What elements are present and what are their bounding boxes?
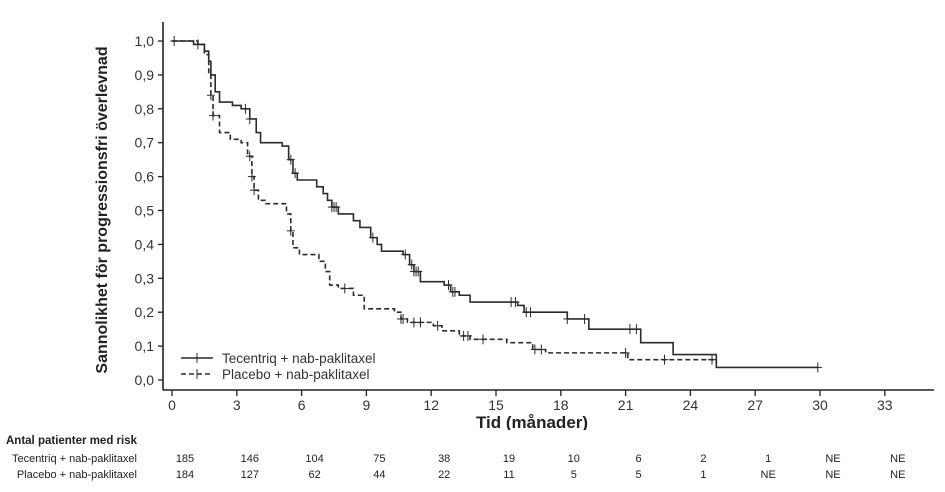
x-tick-label: 0 bbox=[168, 397, 176, 413]
x-axis-title: Tid (månader) bbox=[476, 413, 588, 430]
tecentriq-curve bbox=[172, 40, 818, 369]
legend-label-placebo: Placebo + nab-paklitaxel bbox=[222, 367, 369, 382]
risk-count: 62 bbox=[308, 469, 321, 481]
risk-row-label: Placebo + nab-paklitaxel bbox=[16, 469, 137, 481]
x-tick-label: 15 bbox=[488, 397, 504, 413]
y-tick-label: 0,1 bbox=[135, 338, 155, 354]
y-axis-title: Sannolikhet för progressionsfri överlevn… bbox=[94, 46, 111, 373]
y-tick-label: 0,3 bbox=[135, 270, 155, 286]
y-tick-label: 0,2 bbox=[135, 304, 155, 320]
x-tick-label: 27 bbox=[747, 397, 763, 413]
y-tick-label: 0,8 bbox=[135, 101, 155, 117]
x-tick-label: 3 bbox=[233, 397, 241, 413]
y-tick-label: 0,4 bbox=[135, 236, 155, 252]
risk-count: 2 bbox=[700, 453, 707, 465]
y-tick-label: 0,0 bbox=[135, 372, 155, 388]
risk-count: 22 bbox=[438, 469, 451, 481]
risk-count: NE bbox=[890, 453, 906, 465]
risk-count: 44 bbox=[373, 469, 386, 481]
x-tick-label: 33 bbox=[877, 397, 893, 413]
risk-table-title: Antal patienter med risk bbox=[6, 435, 138, 447]
risk-count: 5 bbox=[570, 469, 577, 481]
risk-count: 104 bbox=[305, 453, 324, 465]
risk-count: 11 bbox=[503, 469, 515, 481]
x-tick-label: 30 bbox=[812, 397, 828, 413]
x-tick-label: 9 bbox=[363, 397, 371, 413]
risk-count: 1 bbox=[700, 469, 707, 481]
risk-row-label: Tecentriq + nab-paklitaxel bbox=[11, 453, 137, 465]
legend-label-tecentriq: Tecentriq + nab-paklitaxel bbox=[222, 351, 375, 366]
risk-count: 5 bbox=[635, 469, 642, 481]
x-tick-label: 21 bbox=[618, 397, 634, 413]
y-tick-label: 0,6 bbox=[135, 169, 155, 185]
y-tick-label: 1,0 bbox=[135, 33, 155, 49]
y-tick-label: 0,9 bbox=[135, 67, 155, 83]
risk-count: 185 bbox=[175, 453, 195, 465]
risk-count: 127 bbox=[240, 469, 259, 481]
risk-count: NE bbox=[825, 453, 841, 465]
placebo-curve bbox=[172, 40, 718, 364]
x-tick-label: 6 bbox=[298, 397, 306, 413]
axes: 0,0 0,1 0,2 0,3 0,4 0,5 0,6 0,7 0,8 0,9 1,0 0 3 6 9 12 1… bbox=[135, 22, 934, 413]
risk-count: 184 bbox=[175, 469, 195, 481]
risk-count: 6 bbox=[635, 453, 642, 465]
risk-count: 146 bbox=[240, 453, 259, 465]
risk-count: 1 bbox=[765, 453, 772, 465]
x-tick-label: 24 bbox=[683, 397, 699, 413]
risk-count: 19 bbox=[502, 453, 516, 465]
risk-count: NE bbox=[890, 469, 906, 481]
curves bbox=[170, 36, 822, 373]
risk-count: NE bbox=[825, 469, 841, 481]
y-tick-label: 0,7 bbox=[135, 135, 155, 151]
risk-count: 38 bbox=[438, 453, 451, 465]
x-tick-label: 12 bbox=[423, 397, 439, 413]
risk-count: 75 bbox=[373, 453, 386, 465]
risk-count: 10 bbox=[567, 453, 580, 465]
km-chart: 0,0 0,1 0,2 0,3 0,4 0,5 0,6 0,7 0,8 0,9 1,0 0 3 6 9 12 1… bbox=[94, 22, 934, 430]
y-tick-label: 0,5 bbox=[135, 203, 155, 219]
risk-count: NE bbox=[760, 469, 776, 481]
x-tick-label: 18 bbox=[553, 397, 569, 413]
